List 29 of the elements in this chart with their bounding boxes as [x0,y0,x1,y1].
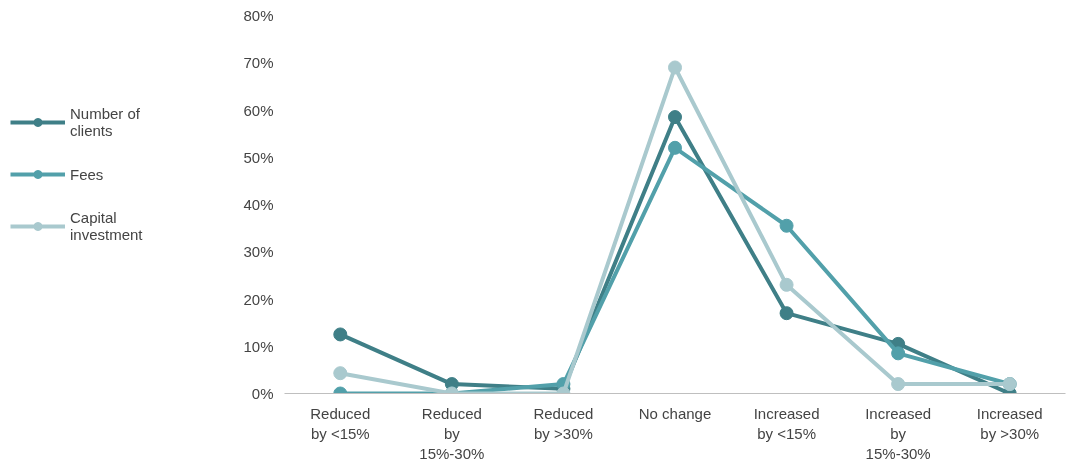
x-tick-label: Increased by >30% [976,404,1043,442]
x-tick-label: Reduced by <15% [310,404,371,442]
x-tick-label: Reduced by >30% [533,404,594,442]
y-tick-label: 80% [243,7,274,24]
x-tick-label: Increased by <15% [753,404,820,442]
legend-label: Capital investment [70,209,143,243]
point [333,366,348,381]
point [668,140,682,155]
y-tick-label: 20% [243,290,274,308]
y-tick-label: 40% [243,196,274,213]
point [668,110,682,125]
point [891,377,906,392]
point [891,346,906,361]
legend-label: Number of clients [70,105,141,139]
y-tick-label: 30% [243,243,274,261]
point [668,60,682,75]
point [779,218,794,233]
legend-label: Fees [70,165,104,183]
y-tick-label: 70% [243,54,274,72]
point [779,277,794,292]
y-tick-label: 60% [243,101,274,119]
y-tick-label: 0% [251,385,274,402]
x-tick-label: No change [638,404,712,422]
y-tick-label: 50% [243,148,274,166]
x-tick-label: Increased by 15%-30% [865,404,932,463]
point [779,306,794,321]
x-tick-label: Reduced by 15%-30% [419,404,485,463]
point [333,327,348,342]
y-tick-label: 10% [243,337,274,355]
